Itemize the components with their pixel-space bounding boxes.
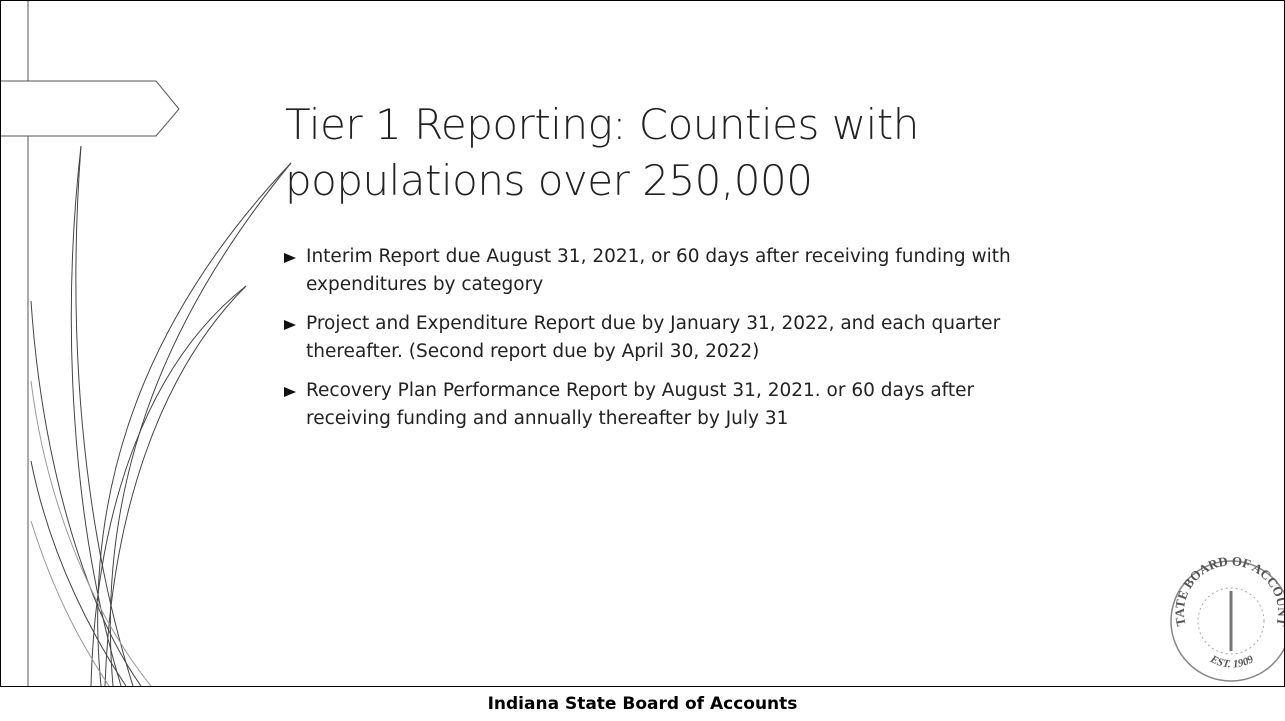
decoration: STATE BOARD OF ACCOUNTS EST. 1909	[1, 1, 1284, 686]
footer: Indiana State Board of Accounts	[487, 694, 798, 714]
slide: STATE BOARD OF ACCOUNTS EST. 1909 Tier 1…	[0, 0, 1285, 687]
bullet-list: Interim Report due August 31, 2021, or 6…	[284, 243, 1044, 444]
bullet: Project and Expenditure Report due by Ja…	[284, 310, 1044, 366]
bullet: Interim Report due August 31, 2021, or 6…	[284, 243, 1044, 299]
bullet: Recovery Plan Performance Report by Augu…	[284, 377, 1044, 433]
curves	[30, 145, 292, 686]
svg-text:EST. 1909: EST. 1909	[1207, 653, 1256, 671]
arrow-tab	[1, 80, 180, 137]
seal-year-text: EST. 1909	[1207, 653, 1256, 671]
slide-title: Tier 1 Reporting: Counties with populati…	[285, 100, 919, 205]
